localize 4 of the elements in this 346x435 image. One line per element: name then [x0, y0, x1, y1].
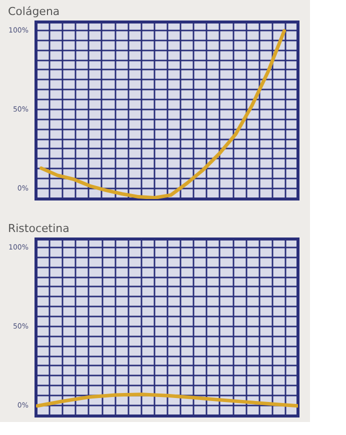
chart-title: Colágena: [8, 5, 60, 18]
chart-title: Ristocetina: [8, 222, 70, 235]
line-series: [39, 29, 286, 199]
line-series: [36, 392, 298, 408]
